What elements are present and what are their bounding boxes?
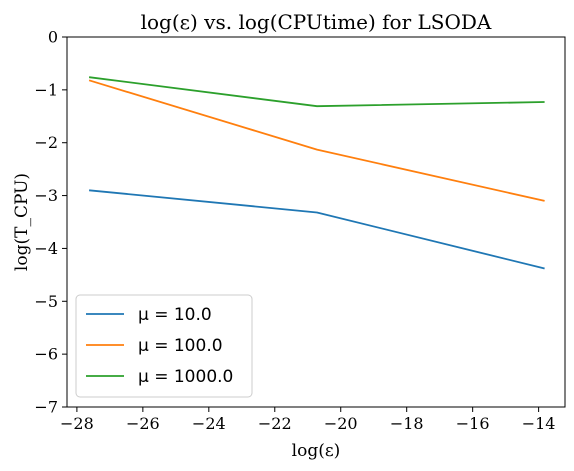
legend-box [75,294,253,398]
x-axis-label: log(ε) [292,441,341,461]
y-tick-label: −1 [34,80,58,99]
y-axis-label: log(T_CPU) [12,173,32,271]
y-tick-label: −7 [34,398,58,417]
y-tick-label: −4 [34,239,58,258]
x-tick-label: −26 [126,414,160,433]
x-tick-label: −14 [522,414,556,433]
legend-label-2: μ = 1000.0 [138,367,233,387]
y-tick-label: −2 [34,133,58,152]
x-tick-label: −28 [60,414,94,433]
y-tick-label: −5 [34,292,58,311]
x-tick-label: −24 [192,414,226,433]
y-tick-label: −3 [34,186,58,205]
y-tick-label: −6 [34,345,58,364]
legend: μ = 10.0 μ = 100.0 μ = 1000.0 [75,294,253,398]
series-line-0 [89,189,545,270]
x-tick-label: −18 [390,414,424,433]
y-axis-ticks: −7 −6 −5 −4 −3 −2 −1 0 [34,28,67,417]
x-axis-ticks: −28 −26 −24 −22 −20 −18 −16 −14 [60,407,555,433]
series-line-1 [88,79,545,202]
series-line-2 [88,76,545,108]
legend-label-0: μ = 10.0 [138,305,212,325]
y-tick-label: 0 [48,28,58,47]
x-tick-label: −16 [456,414,490,433]
series-layer [88,76,545,270]
chart-title: log(ε) vs. log(CPUtime) for LSODA [141,10,492,34]
legend-entries: μ = 10.0 μ = 100.0 μ = 1000.0 [86,305,233,387]
x-tick-label: −20 [324,414,358,433]
x-tick-label: −22 [258,414,292,433]
legend-label-1: μ = 100.0 [138,336,223,356]
